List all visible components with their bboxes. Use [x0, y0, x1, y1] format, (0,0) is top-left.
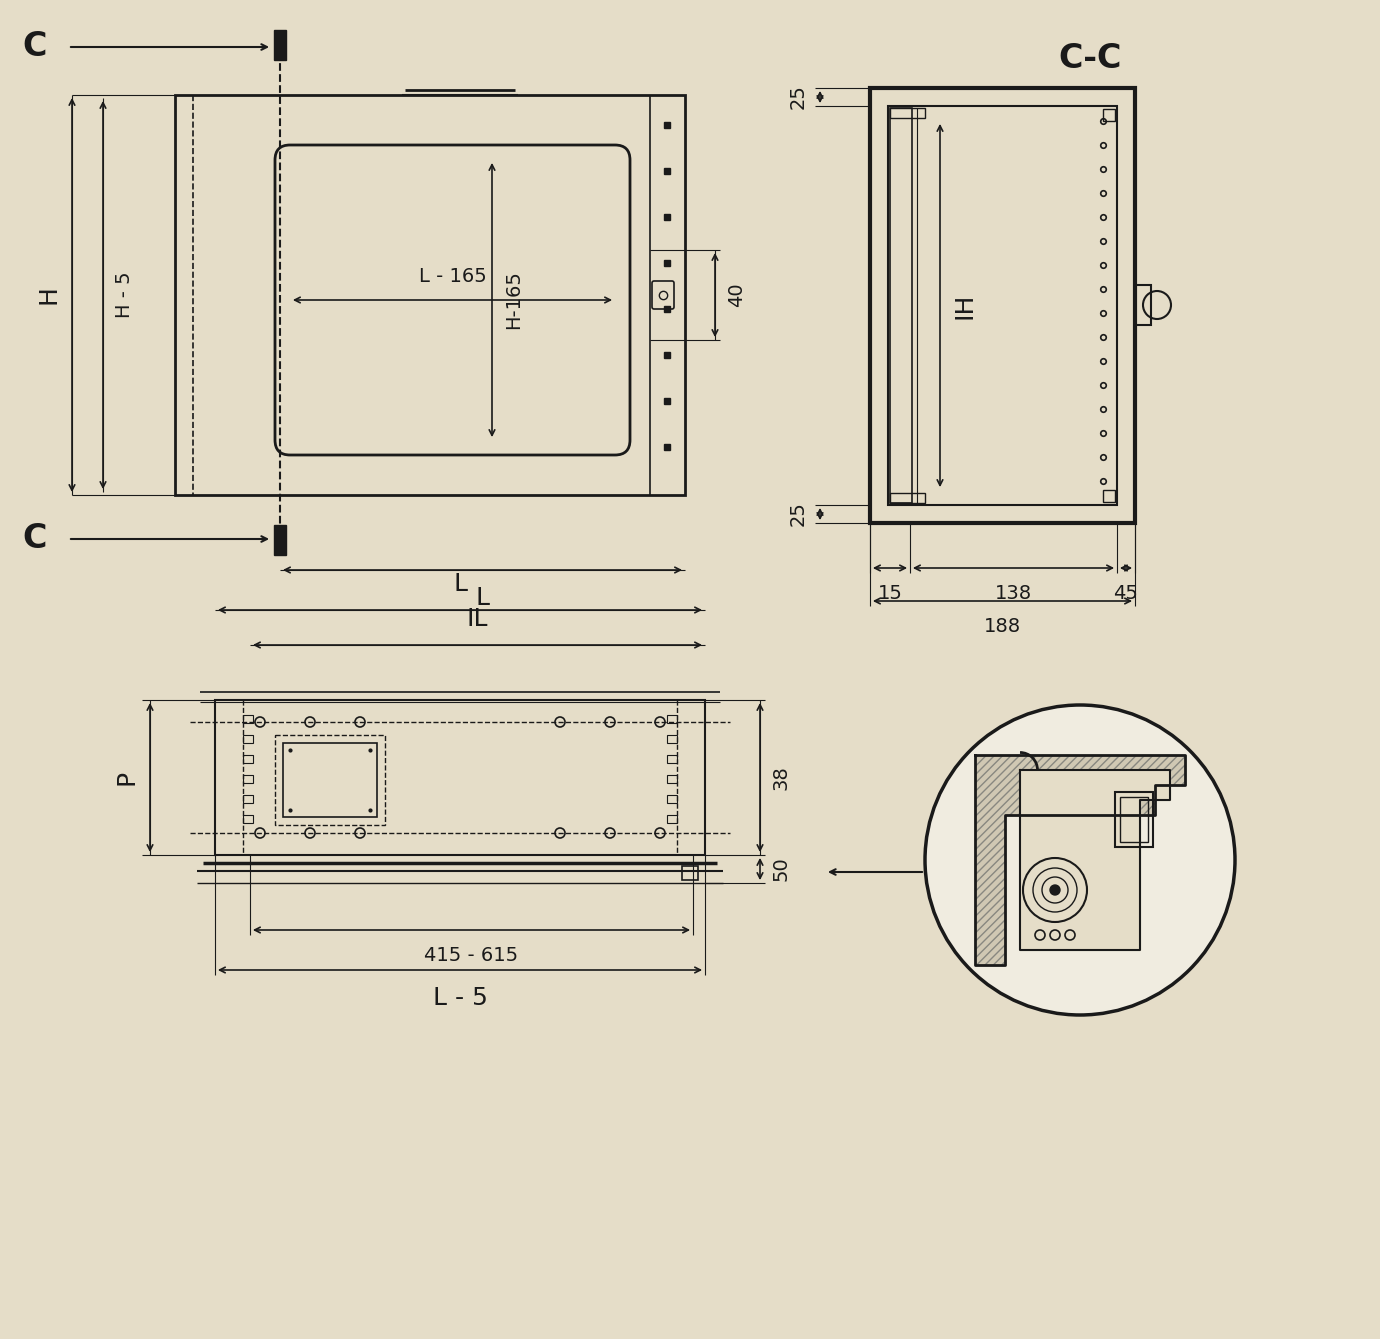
Text: 38: 38 — [771, 765, 791, 790]
Bar — [890, 493, 925, 503]
Polygon shape — [976, 755, 1185, 965]
Bar — [890, 108, 912, 503]
Bar — [667, 755, 678, 763]
Text: H: H — [36, 285, 59, 304]
Bar — [243, 775, 253, 783]
Bar — [243, 815, 253, 823]
Text: H-165: H-165 — [504, 270, 523, 329]
Bar — [275, 29, 286, 60]
Text: C: C — [22, 522, 47, 556]
Bar — [1103, 108, 1115, 121]
Text: 25: 25 — [789, 84, 809, 110]
Text: L - 165: L - 165 — [418, 266, 486, 287]
Text: L: L — [453, 572, 466, 596]
Bar — [667, 735, 678, 743]
Bar — [869, 88, 1134, 524]
Text: 415 - 615: 415 - 615 — [425, 945, 519, 965]
Bar — [1134, 285, 1151, 325]
Bar — [1103, 490, 1115, 502]
Text: L: L — [476, 586, 490, 611]
Bar — [667, 775, 678, 783]
Bar — [682, 866, 698, 880]
Bar — [275, 735, 385, 825]
Bar — [667, 815, 678, 823]
Circle shape — [1050, 885, 1060, 894]
Bar — [283, 743, 377, 817]
Bar — [667, 715, 678, 723]
Bar — [1121, 797, 1148, 842]
FancyBboxPatch shape — [651, 281, 673, 309]
Bar — [887, 106, 1116, 505]
Text: P: P — [115, 770, 138, 785]
Bar — [890, 108, 925, 118]
Text: IH: IH — [952, 292, 976, 319]
Text: 45: 45 — [1114, 584, 1138, 603]
Text: 50: 50 — [771, 857, 791, 881]
Circle shape — [925, 706, 1235, 1015]
Text: 138: 138 — [995, 584, 1032, 603]
Text: C-C: C-C — [1058, 42, 1122, 75]
Polygon shape — [1020, 770, 1170, 949]
Text: IL: IL — [466, 607, 489, 631]
Text: H - 5: H - 5 — [115, 272, 134, 319]
Text: 40: 40 — [727, 283, 747, 308]
Text: 188: 188 — [984, 617, 1021, 636]
Bar — [243, 755, 253, 763]
Bar — [215, 700, 705, 856]
Text: 15: 15 — [878, 584, 903, 603]
Bar — [667, 795, 678, 803]
Text: C: C — [22, 31, 47, 63]
Bar — [175, 95, 684, 495]
Bar — [243, 715, 253, 723]
Bar — [1115, 791, 1154, 848]
Bar — [243, 735, 253, 743]
Text: L - 5: L - 5 — [432, 986, 487, 1010]
Text: 25: 25 — [789, 502, 809, 526]
Bar — [243, 795, 253, 803]
Bar — [275, 525, 286, 554]
